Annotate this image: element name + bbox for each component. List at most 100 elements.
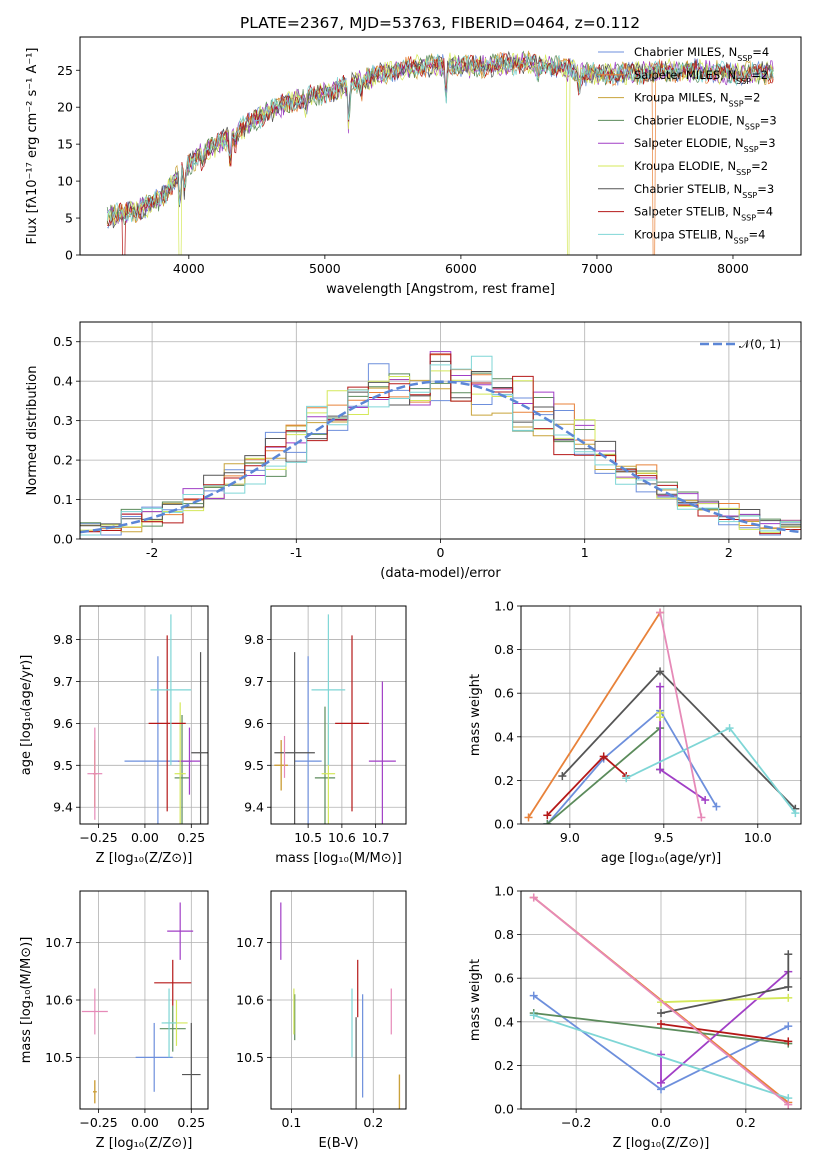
y-tick-label: 0.5 [53,334,73,349]
y-tick-label: 9.7 [53,674,73,689]
x-axis-label: (data-model)/error [380,566,501,581]
legend-entry: Salpeter ELODIE, NSSP=3 [634,136,776,154]
legend-label: Salpeter STELIB, N [634,205,741,219]
error-point [174,702,186,824]
hist-chabrier-elodie [80,372,801,539]
x-tick-label: -2 [146,545,158,560]
error-point [159,1005,186,1052]
weight_vs_Z-plot [529,893,793,1109]
x-tick-label: 0.2 [363,1115,383,1130]
legend-count: =4 [752,45,769,59]
y-tick-label: 10.6 [236,993,264,1008]
y-tick-label: 0.3 [53,413,73,428]
legend-count: =2 [751,68,768,82]
spectrum-plot [106,50,774,255]
weight-line [546,709,718,824]
error-point [167,902,194,960]
x-tick-label: 1 [581,545,589,560]
legend-count: =3 [760,113,777,127]
spectrum-line-salpeter-elodie [106,52,774,224]
x-tick-label: 7000 [581,261,613,276]
error-point [182,1022,201,1109]
legend-subscript: SSP [734,236,749,245]
legend-label: Salpeter MILES, N [634,68,736,82]
error-point [191,652,208,824]
legend-count: =3 [759,136,776,150]
legend-label: Kroupa ELODIE, N [634,159,736,173]
y-tick-label: 10.7 [236,935,264,950]
x-tick-label: 4000 [173,261,205,276]
weight-line [659,612,703,818]
mass_vs_EBV-axes: 0.1 0.2 10.5 10.6 10.7 E(B-V) [236,891,406,1151]
y-tick-label: 0.2 [53,453,73,468]
legend-count: =3 [757,182,774,196]
y-axis-label: age [log₁₀(age/yr)] [19,655,34,776]
age_vs_mass-plot [274,614,396,824]
y-tick-label: 0.2 [494,1058,514,1073]
x-tick-label: 10.6 [328,830,356,845]
y-tick-label: 0.1 [53,492,73,507]
y-tick-label: 9.4 [53,800,73,815]
legend-count: =4 [756,205,773,219]
y-axis-label: Normed distribution [25,366,40,496]
legend-entry: Kroupa MILES, NSSP=2 [634,91,760,109]
legend-entry: Kroupa STELIB, NSSP=4 [634,227,765,245]
weight_vs_age-plot [524,608,800,824]
age_vs_Z-axes: −0.25 0.00 0.25 9.4 9.5 9.6 9.7 9.8 Z [log₁₀(Z/Z… [19,606,208,866]
residuals-plot [80,351,801,539]
y-tick-label: 10.5 [45,1050,73,1065]
y-axis-label: Flux [fλ10⁻¹⁷ erg cm⁻² s⁻¹ A⁻¹] [25,48,40,245]
legend-subscript: SSP [729,99,744,108]
legend-count: =2 [744,91,761,105]
gaussian-curve [80,380,801,534]
x-tick-label: 0.25 [177,1115,205,1130]
x-tick-label: 10.0 [744,830,772,845]
y-tick-label: 0.4 [494,729,514,744]
error-point [92,1080,97,1104]
error-point [150,614,192,766]
legend-entry: Salpeter MILES, NSSP=2 [634,68,768,86]
weight-line [527,612,661,818]
x-tick-label: 5000 [309,261,341,276]
weight_vs_age-axes: 9.0 9.5 10.0 0.0 0.2 0.4 0.6 0.8 1.0 age [log₁₀(a… [468,599,801,866]
y-tick-label: 0.8 [494,642,514,657]
weight-line [660,1023,789,1043]
x-axis-label: E(B-V) [318,1136,358,1151]
error-point [87,727,103,820]
y-tick-label: 15 [57,137,73,152]
y-tick-label: 25 [57,63,73,78]
y-tick-label: 20 [57,100,73,115]
y-axis-label: mass weight [468,674,483,756]
hist-kroupa-elodie [80,370,801,539]
y-tick-label: 10.6 [45,993,73,1008]
legend-label: Salpeter ELODIE, N [634,136,744,150]
y-tick-label: 9.5 [53,758,73,773]
hist-salpeter-elodie [80,351,801,539]
legend-entry: Chabrier MILES, NSSP=4 [634,45,769,63]
legend-entry: Chabrier STELIB, NSSP=3 [634,182,774,200]
y-tick-label: 0.0 [494,817,514,832]
y-tick-label: 9.4 [244,800,264,815]
error-point [314,706,336,824]
x-axis-label: Z [log₁₀(Z/Z⊙)] [96,851,193,866]
x-tick-label: 10.5 [294,830,322,845]
legend-label: Chabrier MILES, N [634,45,737,59]
y-tick-label: 9.8 [244,632,264,647]
mass_vs_EBV-frame [270,890,407,1110]
spectrum-line-kroupa-stelib [106,53,774,223]
y-tick-label: 10.5 [236,1050,264,1065]
age_vs_Z-frame [79,605,209,825]
y-tick-label: 0.6 [494,971,514,986]
legend-label: Chabrier STELIB, N [634,182,742,196]
error-point [81,988,108,1035]
x-tick-label: 2 [725,545,733,560]
legend-label: Chabrier ELODIE, N [634,113,745,127]
y-axis-label: mass weight [468,959,483,1041]
spectrum-axes: 4000 5000 6000 7000 8000 0 5 10 15 20 25 wavelength… [25,48,749,298]
y-tick-label: 9.8 [53,632,73,647]
legend-subscript: SSP [737,54,752,63]
y-tick-label: 1.0 [494,599,514,614]
error-point [274,740,288,791]
